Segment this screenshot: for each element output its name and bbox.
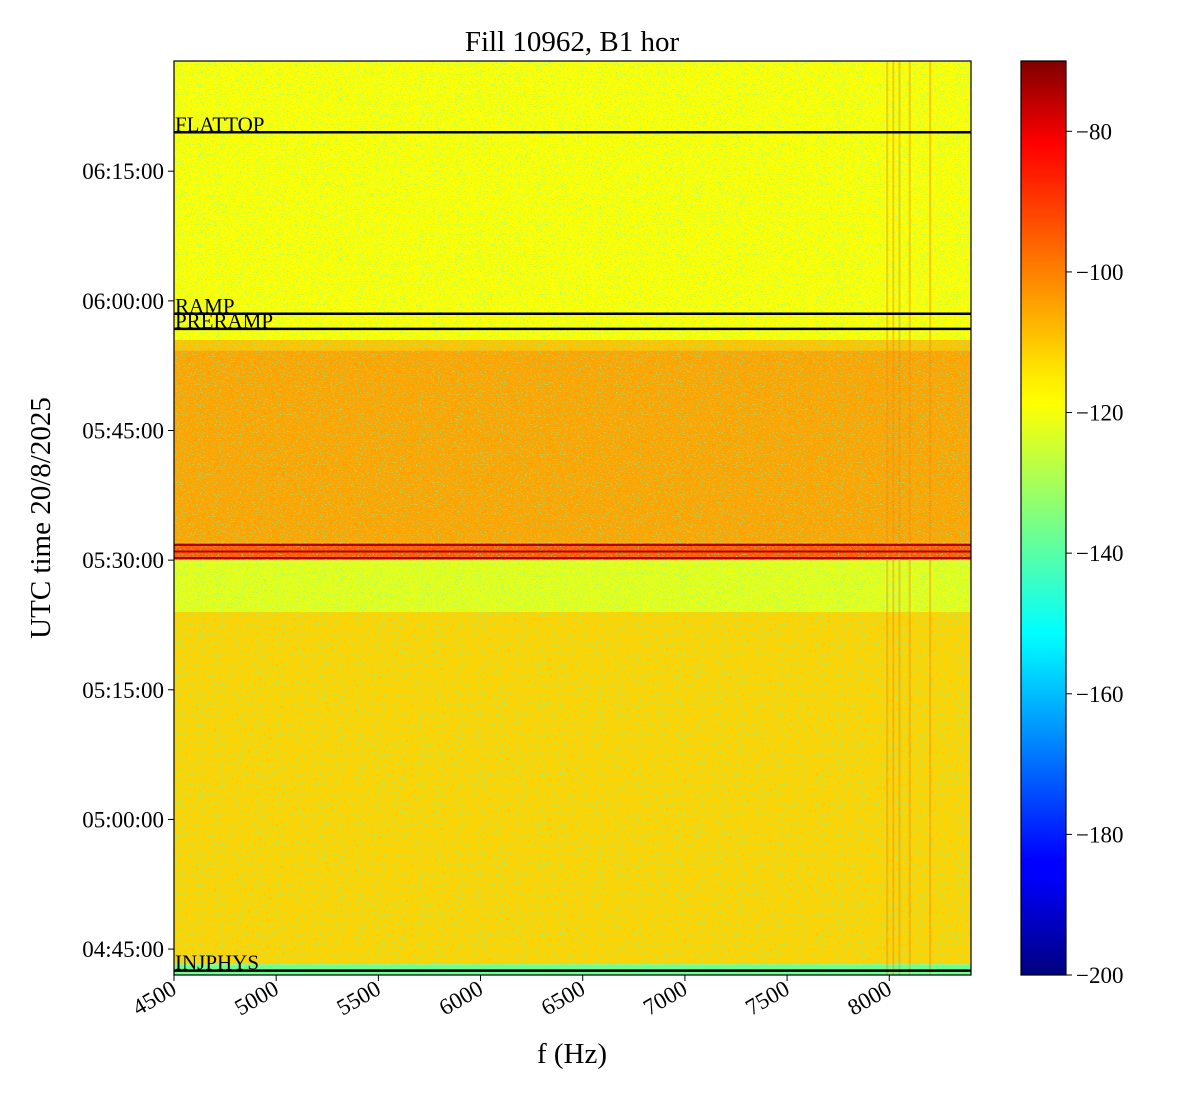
phase-marker-label: FLATTOP: [175, 112, 264, 136]
y-tick-label: 05:45:00: [82, 418, 164, 443]
colorbar-tick-label: −120: [1076, 401, 1123, 426]
x-tick-label: 5500: [333, 976, 385, 1021]
colorbar-tick-label: −200: [1076, 963, 1123, 988]
x-tick-label: 7000: [639, 976, 691, 1021]
x-axis-ticks: 4500 5000 5500 6000 6500 7000 7500 8000: [128, 975, 896, 1020]
y-tick-label: 06:00:00: [82, 289, 164, 314]
y-tick-label: 05:30:00: [82, 548, 164, 573]
y-tick-label: 06:15:00: [82, 159, 164, 184]
x-tick-label: 7500: [741, 976, 793, 1021]
x-tick-label: 4500: [128, 976, 180, 1021]
y-tick-label: 04:45:00: [82, 937, 164, 962]
y-axis-label: UTC time 20/8/2025: [25, 397, 57, 639]
grain-overlay: [174, 61, 971, 975]
x-tick-label: 5000: [230, 976, 282, 1021]
colorbar-tick-label: −140: [1076, 541, 1123, 566]
colorbar: [1020, 60, 1067, 976]
colorbar-tick-label: −80: [1076, 119, 1112, 144]
x-tick-label: 6000: [435, 976, 487, 1021]
y-tick-label: 05:15:00: [82, 678, 164, 703]
red-lines: [174, 544, 971, 559]
y-axis-ticks: 04:45:00 05:00:00 05:15:00 05:30:00 05:45:00…: [82, 159, 174, 962]
colorbar-tick-label: −160: [1076, 682, 1123, 707]
phase-marker-label: INJPHYS: [175, 951, 259, 975]
chart-title: Fill 10962, B1 hor: [465, 26, 680, 58]
x-tick-label: 6500: [537, 976, 589, 1021]
plot-frame: [173, 60, 972, 976]
x-axis-label: f (Hz): [537, 1038, 607, 1070]
x-tick-label: 8000: [843, 976, 895, 1021]
phase-marker-label: PRERAMP: [175, 309, 273, 333]
phase-marker-label: RAMP: [175, 294, 235, 318]
y-tick-label: 05:00:00: [82, 807, 164, 832]
colorbar-tick-label: −180: [1076, 822, 1123, 847]
colorbar-ticks: −80 −100 −120 −140 −160 −180 −200: [1066, 119, 1123, 988]
colorbar-tick-label: −100: [1076, 260, 1123, 285]
